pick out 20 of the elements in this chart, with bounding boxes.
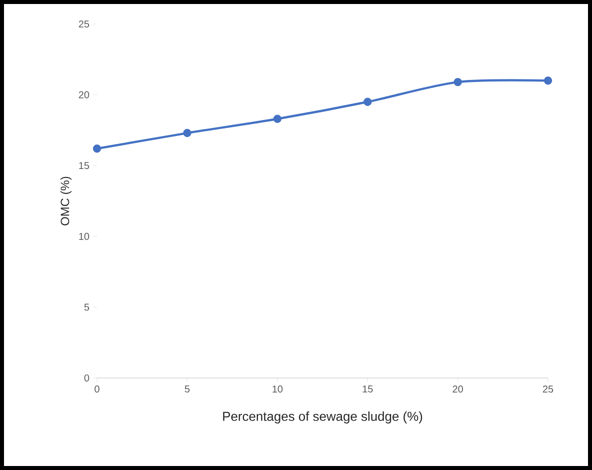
y-tick-label: 20 bbox=[78, 91, 90, 98]
x-tick-label: 10 bbox=[272, 386, 283, 393]
x-tick-label: 25 bbox=[542, 386, 554, 393]
point bbox=[544, 76, 552, 85]
y-tick-label: 25 bbox=[78, 20, 90, 28]
y-tick-label: 15 bbox=[79, 162, 90, 170]
x-axis-title: Percentages of sewage sludge (%) bbox=[223, 411, 422, 424]
y-tick-label: 10 bbox=[79, 232, 90, 240]
point bbox=[183, 128, 192, 138]
x-tick-label: 5 bbox=[184, 386, 190, 392]
y-tick-label: 0 bbox=[84, 374, 90, 382]
x-tick-label: 20 bbox=[452, 386, 463, 393]
point bbox=[364, 98, 372, 106]
x-tick-label: 15 bbox=[362, 386, 373, 392]
y-axis-title: OMC (%) bbox=[60, 176, 72, 226]
point bbox=[454, 78, 462, 86]
x-tick-label: 0 bbox=[94, 386, 100, 393]
point bbox=[273, 114, 282, 123]
y-tick-label: 5 bbox=[84, 304, 90, 311]
point bbox=[92, 144, 102, 153]
